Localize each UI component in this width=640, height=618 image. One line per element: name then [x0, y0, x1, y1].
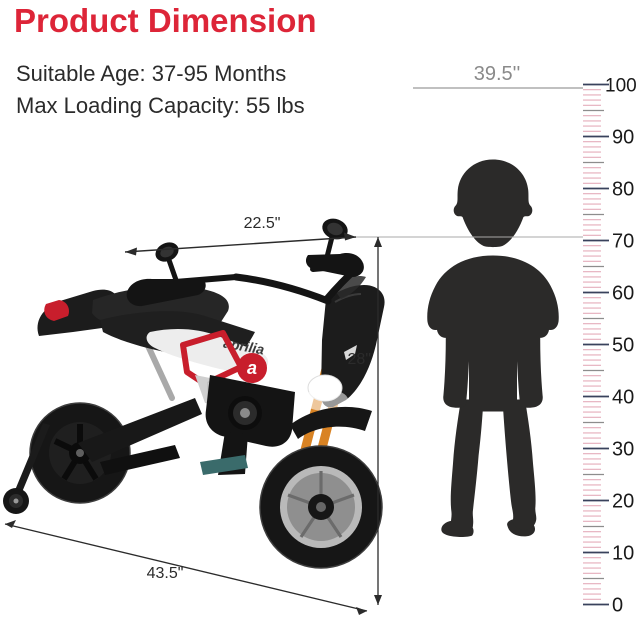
svg-text:28": 28"	[348, 351, 371, 368]
svg-text:43.5": 43.5"	[147, 565, 184, 582]
svg-text:39.5'': 39.5''	[474, 63, 521, 85]
svg-text:22.5": 22.5"	[244, 215, 281, 232]
